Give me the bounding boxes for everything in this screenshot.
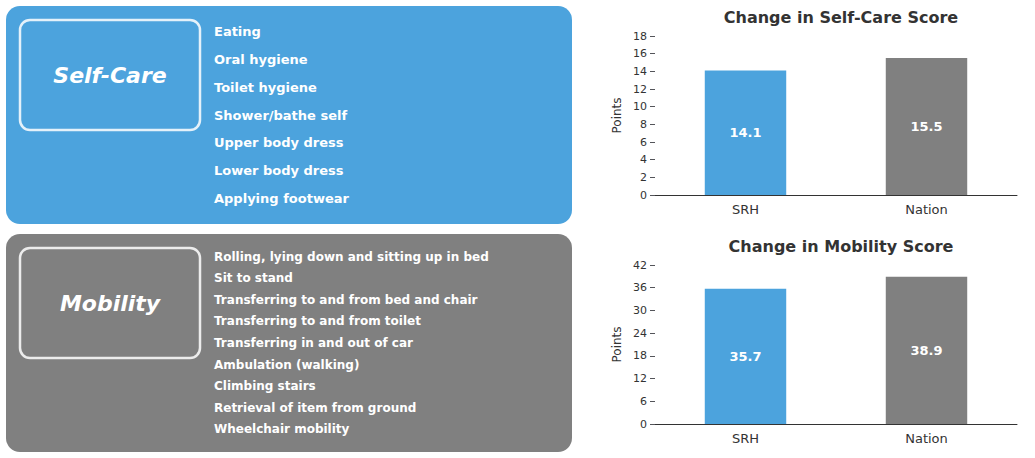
svg-text:Mobility: Mobility xyxy=(60,291,162,316)
svg-text:Oral hygiene: Oral hygiene xyxy=(214,52,308,67)
svg-text:24: 24 xyxy=(633,327,647,340)
svg-text:Ambulation (walking): Ambulation (walking) xyxy=(214,358,359,372)
svg-text:6: 6 xyxy=(640,136,647,149)
svg-text:18: 18 xyxy=(633,30,647,43)
svg-text:Transferring in and out of car: Transferring in and out of car xyxy=(214,336,413,350)
svg-text:Sit to stand: Sit to stand xyxy=(214,271,293,285)
svg-text:36: 36 xyxy=(633,281,647,294)
svg-text:30: 30 xyxy=(633,304,647,317)
svg-text:35.7: 35.7 xyxy=(729,349,761,364)
svg-text:Self-Care: Self-Care xyxy=(53,63,166,88)
svg-text:38.9: 38.9 xyxy=(910,343,942,358)
svg-text:14: 14 xyxy=(633,65,647,78)
svg-text:0: 0 xyxy=(640,189,647,202)
svg-text:SRH: SRH xyxy=(732,202,759,217)
svg-text:6: 6 xyxy=(640,395,647,408)
svg-text:Change in Self-Care Score: Change in Self-Care Score xyxy=(724,8,959,27)
svg-text:18: 18 xyxy=(633,349,647,362)
svg-text:Nation: Nation xyxy=(905,431,948,446)
svg-text:Wheelchair mobility: Wheelchair mobility xyxy=(214,422,350,436)
svg-text:Retrieval of item from ground: Retrieval of item from ground xyxy=(214,401,416,415)
svg-text:15.5: 15.5 xyxy=(910,119,942,134)
svg-text:12: 12 xyxy=(633,83,647,96)
svg-text:8: 8 xyxy=(640,118,647,131)
svg-text:14.1: 14.1 xyxy=(729,125,761,140)
svg-text:10: 10 xyxy=(633,100,647,113)
svg-text:Shower/bathe self: Shower/bathe self xyxy=(214,108,347,123)
svg-text:4: 4 xyxy=(640,153,647,166)
svg-text:Change in Mobility Score: Change in Mobility Score xyxy=(729,237,954,256)
svg-text:Lower body dress: Lower body dress xyxy=(214,163,344,178)
svg-text:16: 16 xyxy=(633,47,647,60)
svg-text:Transferring to and from bed a: Transferring to and from bed and chair xyxy=(214,293,478,307)
svg-text:Points: Points xyxy=(610,97,624,133)
svg-text:Rolling, lying down and sittin: Rolling, lying down and sitting up in be… xyxy=(214,250,489,264)
svg-text:42: 42 xyxy=(633,259,647,272)
svg-text:Transferring to and from toile: Transferring to and from toilet xyxy=(214,314,421,328)
svg-text:Nation: Nation xyxy=(905,202,948,217)
svg-text:Applying footwear: Applying footwear xyxy=(214,191,349,206)
svg-text:2: 2 xyxy=(640,171,647,184)
svg-text:Toilet hygiene: Toilet hygiene xyxy=(214,80,317,95)
svg-text:12: 12 xyxy=(633,372,647,385)
svg-text:SRH: SRH xyxy=(732,431,759,446)
svg-text:Eating: Eating xyxy=(214,24,261,39)
svg-text:Climbing stairs: Climbing stairs xyxy=(214,379,316,393)
svg-text:Upper body dress: Upper body dress xyxy=(214,135,344,150)
svg-text:0: 0 xyxy=(640,418,647,431)
svg-text:Points: Points xyxy=(610,326,624,362)
